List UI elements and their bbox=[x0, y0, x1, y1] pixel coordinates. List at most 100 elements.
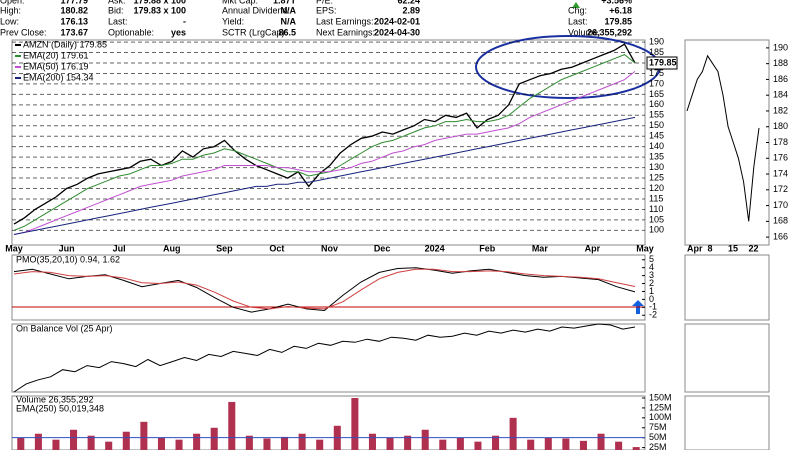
y-tick-label: 110 bbox=[649, 204, 663, 214]
header-label: P/E: bbox=[316, 0, 333, 5]
volume-bar bbox=[544, 437, 552, 450]
x-tick-label: Jun bbox=[59, 243, 75, 253]
volume-bar bbox=[456, 437, 464, 450]
header-value: 179.85 bbox=[604, 16, 632, 26]
pmo-zoom-panel bbox=[684, 254, 770, 321]
legend-label: AMZN (Daily) 179.85 bbox=[23, 39, 107, 49]
volume-panel bbox=[11, 395, 646, 450]
x-tick-label: Mar bbox=[532, 243, 549, 253]
y-tick-label: 105 bbox=[649, 214, 664, 224]
volume-bar bbox=[193, 433, 201, 450]
x-tick-label: Oct bbox=[269, 243, 284, 253]
series-line bbox=[13, 116, 636, 235]
y-tick-label: 168 bbox=[773, 216, 788, 226]
x-tick-label: Jul bbox=[113, 243, 126, 253]
y-tick-label: 165 bbox=[649, 89, 664, 99]
header-label: Mkt Cap: bbox=[222, 0, 258, 5]
header-label: EPS: bbox=[316, 5, 337, 15]
volume-bar bbox=[386, 437, 394, 450]
zoom-panel bbox=[684, 39, 770, 246]
header-label: Last: bbox=[568, 16, 588, 26]
last-price-label: 179.85 bbox=[649, 57, 677, 67]
y-tick-label: 174 bbox=[773, 168, 788, 178]
volume-bar bbox=[298, 433, 306, 450]
x-tick-label: Nov bbox=[321, 243, 338, 253]
header-value: 26,355,292 bbox=[587, 27, 632, 37]
header-label: Last Earnings: bbox=[316, 16, 374, 26]
y-tick-label: 130 bbox=[649, 162, 664, 172]
y-tick-label: 100 bbox=[649, 225, 664, 235]
series-line bbox=[686, 54, 760, 222]
x-tick-label: Apr bbox=[585, 243, 601, 253]
y-tick-label: 140 bbox=[649, 141, 664, 151]
y-tick-label: 186 bbox=[773, 74, 788, 84]
y-tick-label: 75M bbox=[649, 422, 667, 432]
volume-bar bbox=[210, 427, 218, 450]
y-tick-label: 120 bbox=[649, 183, 664, 193]
y-tick-label: 115 bbox=[649, 193, 663, 203]
y-tick-label: 150M bbox=[649, 392, 672, 402]
volume-bar bbox=[17, 437, 25, 450]
header-value: yes bbox=[171, 27, 186, 37]
header-value: 62.24 bbox=[397, 0, 420, 5]
x-tick-label: May bbox=[5, 243, 23, 253]
legend-label: EMA(50) 176.19 bbox=[23, 61, 89, 71]
header-label: Open: bbox=[0, 0, 25, 5]
y-tick-label: 3 bbox=[649, 270, 654, 280]
header-label: Optionable: bbox=[108, 27, 154, 37]
header-label: Ask: bbox=[108, 0, 126, 5]
header-label: High: bbox=[0, 5, 21, 15]
y-tick-label: 190 bbox=[649, 36, 664, 46]
y-tick-label: 100M bbox=[649, 412, 672, 422]
y-tick-label: 184 bbox=[773, 90, 788, 100]
header-value: +6.18 bbox=[609, 5, 632, 15]
volume-bar bbox=[527, 439, 535, 450]
x-tick-label: 22 bbox=[749, 243, 759, 253]
y-tick-label: 1 bbox=[649, 286, 654, 296]
y-tick-label: 25M bbox=[649, 442, 667, 450]
header-value: 179.88 x 100 bbox=[133, 0, 186, 5]
y-tick-label: 5 bbox=[649, 254, 654, 264]
x-tick-label: Sep bbox=[216, 243, 233, 253]
volume-bar bbox=[579, 440, 587, 450]
panel-title: Volume 26,355,292 bbox=[16, 394, 94, 404]
price-panel bbox=[11, 39, 646, 246]
volume-bar bbox=[228, 401, 236, 450]
legend-label: EMA(20) 179.61 bbox=[23, 50, 89, 60]
volume-bar bbox=[175, 439, 183, 450]
up-icon bbox=[572, 2, 580, 8]
x-tick-label: 8 bbox=[708, 243, 713, 253]
y-tick-label: -2 bbox=[649, 310, 657, 320]
volume-bar bbox=[509, 417, 517, 450]
header-value: 179.83 x 100 bbox=[133, 5, 186, 15]
header-label: Prev Close: bbox=[0, 27, 47, 37]
header-value: 177.79 bbox=[60, 0, 88, 5]
series-line bbox=[13, 323, 636, 393]
y-tick-label: 188 bbox=[773, 58, 788, 68]
legend-label: EMA(200) 154.34 bbox=[23, 72, 94, 82]
y-tick-label: 182 bbox=[773, 105, 788, 115]
highlight-ellipse bbox=[475, 35, 661, 99]
volume-bar bbox=[122, 431, 130, 450]
x-tick-label: Aug bbox=[163, 243, 181, 253]
y-tick-label: 166 bbox=[773, 231, 788, 241]
header-value: 2024-02-01 bbox=[374, 16, 420, 26]
volume-bar bbox=[263, 438, 271, 450]
series-line bbox=[13, 268, 636, 310]
series-line bbox=[13, 71, 636, 235]
header-value: +3.56% bbox=[601, 0, 632, 5]
y-tick-label: 125 bbox=[649, 172, 664, 182]
y-tick-label: -1 bbox=[649, 302, 657, 312]
y-tick-label: 125M bbox=[649, 402, 672, 412]
y-tick-label: 190 bbox=[773, 42, 788, 52]
volume-bar bbox=[368, 433, 376, 450]
volume-bar bbox=[87, 435, 95, 450]
pmo-panel bbox=[11, 254, 646, 321]
y-tick-label: 170 bbox=[773, 200, 788, 210]
y-tick-label: 135 bbox=[649, 152, 664, 162]
volume-bar bbox=[562, 438, 570, 450]
header-value: N/A bbox=[281, 5, 297, 15]
obv-panel bbox=[11, 323, 646, 393]
header-value: 180.82 bbox=[60, 5, 88, 15]
